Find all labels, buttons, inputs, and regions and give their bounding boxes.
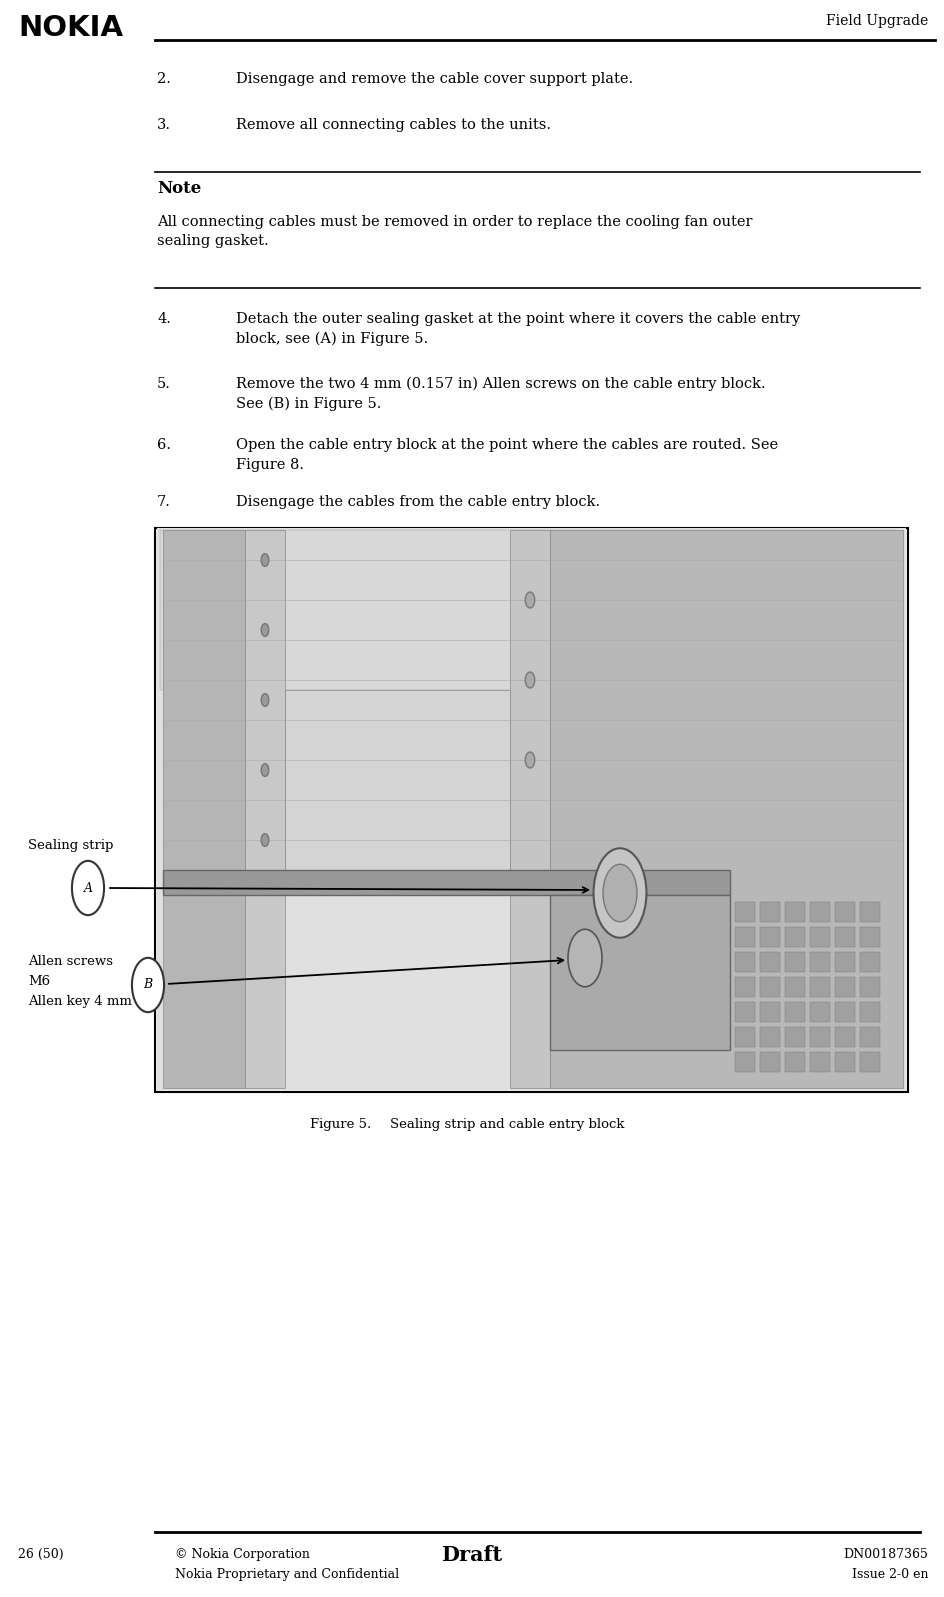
Bar [759,1052,779,1072]
Text: Allen key 4 mm: Allen key 4 mm [28,995,132,1008]
Circle shape [593,848,646,937]
Text: Issue 2-0 en: Issue 2-0 en [851,1568,927,1581]
Text: Detach the outer sealing gasket at the point where it covers the cable entry
blo: Detach the outer sealing gasket at the p… [236,311,800,347]
Bar [784,926,804,947]
Text: All connecting cables must be removed in order to replace the cooling fan outer
: All connecting cables must be removed in… [157,216,751,249]
Text: Sealing strip and cable entry block: Sealing strip and cable entry block [390,1118,624,1131]
Bar [784,1052,804,1072]
Bar [162,870,729,894]
Bar [759,1001,779,1022]
Circle shape [261,693,268,706]
Bar [734,952,754,973]
Circle shape [525,752,534,768]
Bar [759,952,779,973]
Text: DN00187365: DN00187365 [842,1547,927,1560]
Circle shape [525,672,534,688]
Text: A: A [83,882,93,894]
Bar [859,926,879,947]
Bar [759,902,779,921]
Text: © Nokia Corporation: © Nokia Corporation [175,1547,310,1560]
Bar [734,902,754,921]
Text: Remove the two 4 mm (0.157 in) Allen screws on the cable entry block.
See (B) in: Remove the two 4 mm (0.157 in) Allen scr… [236,377,765,412]
Bar [809,1052,829,1072]
Bar [834,1001,854,1022]
Text: 4.: 4. [157,311,171,326]
Circle shape [261,623,268,636]
Bar [834,902,854,921]
Circle shape [567,929,601,987]
Text: Open the cable entry block at the point where the cables are routed. See
Figure : Open the cable entry block at the point … [236,438,777,471]
Text: Nokia Proprietary and Confidential: Nokia Proprietary and Confidential [175,1568,398,1581]
Bar [834,952,854,973]
Bar [784,1027,804,1048]
Bar [734,926,754,947]
Bar [734,977,754,997]
Bar [834,977,854,997]
Bar [784,1001,804,1022]
Circle shape [261,834,268,846]
Bar [809,977,829,997]
Text: 6.: 6. [157,438,171,452]
Text: 2.: 2. [157,72,171,86]
Text: Note: Note [157,180,201,196]
Text: M6: M6 [28,976,50,989]
Bar [160,530,894,690]
Bar [759,1027,779,1048]
Bar [784,952,804,973]
Bar [549,530,902,1088]
Bar [834,926,854,947]
Text: Disengage and remove the cable cover support plate.: Disengage and remove the cable cover sup… [236,72,632,86]
Bar [859,1001,879,1022]
Text: 5.: 5. [157,377,171,391]
Bar [759,926,779,947]
Text: Field Upgrade: Field Upgrade [825,14,927,29]
Text: 3.: 3. [157,118,171,133]
Text: Disengage the cables from the cable entry block.: Disengage the cables from the cable entr… [236,495,599,509]
Text: B: B [143,979,152,992]
Text: Sealing strip: Sealing strip [28,838,113,851]
Text: Allen screws: Allen screws [28,955,113,968]
Bar [809,1027,829,1048]
Bar [859,1027,879,1048]
Bar [859,902,879,921]
Bar [155,529,907,1092]
Bar [809,926,829,947]
Circle shape [132,958,164,1012]
Bar [549,894,729,1049]
Text: 7.: 7. [157,495,171,509]
Bar [734,1001,754,1022]
Bar [157,527,905,1091]
Bar [859,952,879,973]
Bar [809,1001,829,1022]
Bar [784,977,804,997]
Bar [834,1027,854,1048]
Bar [759,977,779,997]
Text: Remove all connecting cables to the units.: Remove all connecting cables to the unit… [236,118,550,133]
Bar [834,1052,854,1072]
Bar [784,902,804,921]
Bar [809,902,829,921]
Text: Figure 5.: Figure 5. [310,1118,371,1131]
Bar [244,530,285,1088]
Bar [162,530,244,1088]
Text: Draft: Draft [441,1544,502,1565]
Circle shape [525,592,534,608]
Bar [285,690,510,870]
Bar [859,1052,879,1072]
Circle shape [72,861,104,915]
Circle shape [261,554,268,567]
Text: NOKIA: NOKIA [18,14,123,42]
Bar [859,977,879,997]
Circle shape [602,864,636,921]
Bar [734,1027,754,1048]
Text: 26 (50): 26 (50) [18,1547,63,1560]
Bar [809,952,829,973]
Bar [734,1052,754,1072]
Bar [510,530,549,1088]
Circle shape [261,763,268,776]
